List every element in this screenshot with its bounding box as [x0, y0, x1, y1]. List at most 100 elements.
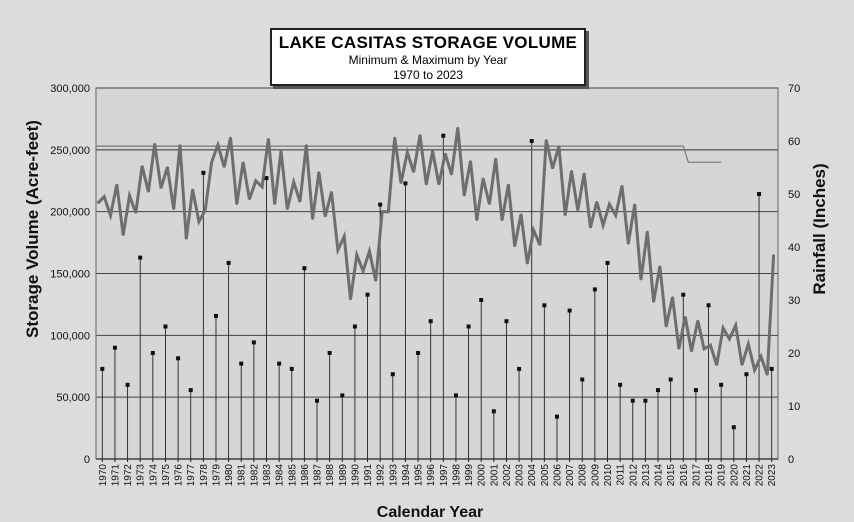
storage-max-point: [507, 183, 510, 186]
storage-min-point: [248, 198, 251, 201]
x-tick-label: 2021: [742, 464, 753, 487]
x-tick-label: 2020: [729, 464, 740, 487]
storage-min-point: [614, 214, 617, 217]
storage-min-point: [488, 203, 491, 206]
storage-max-point: [343, 235, 345, 238]
storage-max-point: [532, 229, 535, 232]
storage-min-point: [501, 219, 503, 222]
rainfall-point: [719, 382, 724, 387]
rainfall-point: [479, 298, 484, 302]
storage-max-point: [330, 191, 333, 193]
storage-max-point: [179, 144, 181, 146]
x-tick-label: 2004: [527, 464, 538, 487]
storage-min-point: [198, 220, 200, 223]
storage-max-point: [494, 157, 497, 160]
storage-max-point: [356, 254, 358, 256]
x-tick-label: 1990: [350, 464, 361, 487]
storage-max-point: [116, 183, 118, 186]
storage-max-point: [595, 200, 598, 203]
x-tick-label: 1991: [363, 464, 374, 487]
rainfall-point: [125, 382, 130, 387]
storage-max-point: [166, 166, 169, 168]
x-tick-label: 2005: [540, 464, 551, 487]
storage-max-point: [545, 139, 548, 141]
storage-min-point: [753, 369, 756, 371]
storage-min-point: [539, 244, 541, 246]
storage-min-point: [374, 280, 377, 282]
storage-max-point: [406, 151, 409, 154]
storage-min-point: [387, 210, 390, 213]
x-tick-label: 1977: [186, 464, 197, 487]
storage-max-point: [204, 209, 207, 212]
y2-tick-label: 50: [788, 189, 800, 201]
storage-min-point: [425, 183, 428, 186]
rainfall-point: [592, 287, 597, 292]
y2-tick-label: 40: [788, 242, 800, 254]
storage-min-point: [122, 234, 124, 236]
storage-line: [96, 127, 776, 376]
y-axis-label: Storage Volume (Acre-feet): [23, 120, 42, 338]
x-tick-label: 1980: [224, 464, 235, 487]
storage-max-point: [722, 327, 724, 329]
rainfall-point: [630, 398, 635, 403]
storage-min-point: [728, 338, 731, 340]
rainfall-point: [504, 319, 509, 324]
storage-min-point: [412, 171, 415, 173]
storage-min-point: [551, 167, 554, 170]
storage-max-point: [583, 172, 585, 175]
storage-min-point: [286, 208, 289, 210]
x-tick-label: 2016: [679, 464, 690, 487]
storage-max-point: [280, 150, 282, 152]
rainfall-point: [289, 366, 294, 371]
storage-max-point: [709, 344, 712, 347]
storage-max-point: [141, 165, 143, 167]
storage-max-point: [482, 177, 484, 180]
storage-max-point: [128, 194, 131, 197]
x-tick-label: 2018: [704, 464, 715, 487]
x-tick-label: 1972: [123, 464, 134, 487]
rainfall-point: [744, 372, 749, 377]
storage-min-point: [678, 348, 680, 350]
storage-max-point: [431, 150, 434, 152]
storage-min-point: [526, 262, 529, 265]
storage-min-point: [223, 166, 225, 168]
storage-max-point: [254, 179, 257, 182]
rainfall-point: [567, 308, 572, 313]
x-tick-label: 2014: [654, 464, 665, 487]
x-tick-label: 1998: [451, 464, 462, 487]
x-axis-label: Calendar Year: [377, 504, 483, 521]
storage-max-point: [772, 254, 775, 256]
storage-min-point: [564, 214, 566, 217]
x-tick-label: 2012: [628, 464, 639, 487]
axes: 0 50,000 100,000 150,000 200,000 250,000 300,0…: [50, 83, 800, 486]
storage-min-point: [324, 215, 327, 218]
rainfall-point: [517, 366, 522, 371]
storage-min-point: [766, 374, 769, 376]
storage-min-point: [577, 209, 579, 212]
x-tick-label: 1989: [338, 464, 349, 487]
storage-min-point: [652, 301, 655, 303]
rainfall-point: [352, 324, 357, 329]
rainfall-point: [239, 361, 244, 366]
y-tick-label: 200,000: [50, 207, 90, 219]
rainfall-point: [441, 133, 446, 138]
rainfall-point: [656, 388, 661, 393]
y2-tick-label: 70: [788, 83, 800, 95]
storage-min-point: [311, 218, 314, 220]
rainfall-point: [340, 393, 345, 398]
rainfall-point: [618, 382, 623, 387]
rainfall-point: [100, 366, 105, 371]
storage-min-point: [172, 208, 175, 210]
storage-min-point: [602, 224, 604, 227]
storage-min-point: [741, 364, 743, 366]
storage-max-point: [520, 213, 522, 215]
storage-min-point: [349, 298, 352, 301]
storage-max-point: [659, 265, 661, 267]
storage-max-point: [457, 126, 459, 129]
x-tick-label: 2009: [590, 464, 601, 487]
rainfall-point: [213, 313, 218, 318]
y2-axis-label: Rainfall (Inches): [810, 163, 829, 294]
storage-series: [96, 126, 776, 376]
x-tick-label: 1973: [136, 464, 147, 487]
rainfall-point: [706, 303, 711, 308]
